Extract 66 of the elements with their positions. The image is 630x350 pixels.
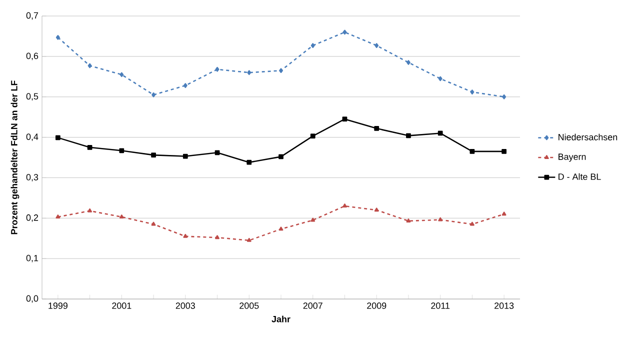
point	[246, 160, 252, 165]
point	[151, 152, 156, 158]
x-tick-label: 2005	[240, 302, 259, 309]
y-tick-label: 0,3	[26, 174, 38, 182]
y-tick-label: 0,4	[26, 134, 38, 141]
legend-label: D - Alte BL	[558, 173, 601, 180]
point	[374, 208, 379, 212]
point	[470, 148, 475, 154]
point	[152, 92, 156, 98]
point	[310, 43, 315, 48]
point	[406, 133, 411, 138]
x-tick-label: 2009	[367, 302, 386, 309]
y-tick-label: 0,0	[26, 295, 38, 303]
point	[182, 154, 188, 159]
x-tick-label: 2003	[176, 302, 195, 309]
point	[120, 72, 124, 78]
point	[56, 214, 60, 218]
point	[247, 70, 252, 76]
y-tick-label: 0,7	[26, 12, 38, 20]
x-tick-label: 2013	[494, 302, 514, 309]
point	[279, 68, 283, 74]
point	[119, 148, 124, 154]
point	[119, 214, 124, 218]
point	[215, 235, 220, 240]
point	[310, 134, 316, 139]
point	[55, 135, 60, 140]
point	[502, 94, 506, 100]
point	[374, 126, 380, 131]
legend-label: Niedersachsen	[558, 134, 618, 140]
point	[278, 154, 284, 160]
point	[87, 144, 92, 150]
x-tick-label: 2011	[431, 302, 450, 309]
point	[88, 208, 92, 212]
point	[502, 212, 506, 216]
point	[88, 63, 92, 68]
y-tick-label: 0,5	[26, 93, 38, 101]
point	[151, 222, 156, 226]
point	[278, 226, 284, 231]
legend-label: Bayern	[558, 154, 586, 162]
point	[438, 76, 442, 82]
point	[183, 234, 188, 238]
x-tick-label: 2001	[112, 302, 132, 309]
point	[215, 66, 220, 72]
point	[374, 43, 379, 48]
y-tick-label: 0,2	[26, 214, 38, 222]
point	[183, 83, 188, 88]
point	[438, 130, 443, 136]
point	[310, 218, 316, 222]
x-tick-label: 1999	[48, 302, 68, 309]
y-tick-label: 0,6	[26, 52, 38, 60]
point	[406, 60, 410, 65]
point	[214, 150, 220, 156]
point	[342, 204, 347, 208]
point	[438, 217, 443, 222]
x-tick-label: 2007	[303, 302, 322, 309]
point	[246, 238, 252, 242]
point	[406, 218, 411, 223]
point	[342, 30, 347, 35]
point	[342, 116, 348, 122]
point	[502, 148, 507, 154]
y-tick-label: 0,1	[26, 254, 38, 262]
point	[470, 90, 474, 94]
point	[56, 34, 60, 40]
y-axis-title: Prozent gehandelter FdLN an der LF	[10, 80, 20, 234]
x-axis-title: Jahr	[272, 316, 290, 322]
point	[470, 222, 474, 226]
